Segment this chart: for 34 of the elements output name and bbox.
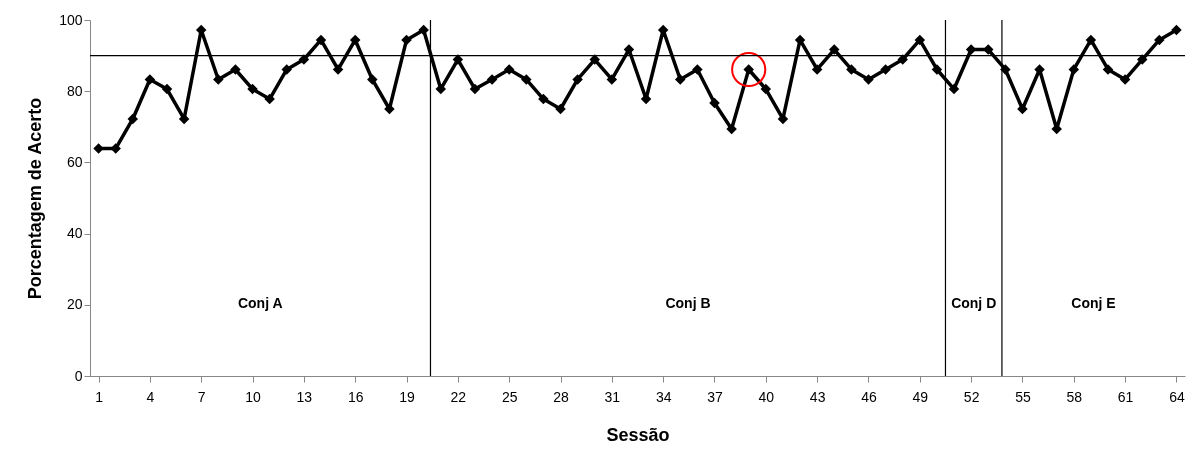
x-tick-label: 7: [197, 388, 206, 405]
x-tick-label: 1: [95, 388, 104, 405]
x-tick-label: 22: [450, 388, 467, 405]
x-tick-label: 61: [1117, 388, 1134, 405]
annotation: Conj D: [951, 295, 997, 311]
x-tick-label: 34: [655, 388, 672, 405]
x-tick-label: 10: [245, 388, 262, 405]
x-tick-label: 25: [501, 388, 518, 405]
annotation: Conj B: [665, 295, 711, 311]
y-axis-title: Porcentagem de Acerto: [25, 97, 46, 300]
x-tick-label: 28: [553, 388, 569, 405]
x-tick-label: 46: [861, 388, 877, 405]
y-tick-label: 100: [59, 11, 83, 28]
y-tick-label: 60: [66, 153, 83, 170]
x-tick-label: 58: [1066, 388, 1083, 405]
x-tick-label: 64: [1169, 388, 1185, 405]
y-tick-label: 80: [66, 82, 83, 99]
x-tick-label: 52: [963, 388, 980, 405]
x-tick-label: 31: [604, 388, 621, 405]
annotation: Conj A: [237, 295, 283, 311]
x-tick-label: 40: [758, 388, 775, 405]
x-tick-label: 13: [296, 388, 313, 405]
x-tick-label: 37: [707, 388, 723, 405]
x-tick-label: 49: [912, 388, 929, 405]
x-axis-title: Sessão: [606, 424, 670, 445]
y-tick-label: 40: [66, 225, 83, 242]
annotation: Conj E: [1071, 295, 1116, 311]
x-tick-label: 16: [347, 388, 364, 405]
y-tick-label: 0: [74, 367, 83, 384]
x-tick-label: 43: [809, 388, 826, 405]
x-tick-label: 4: [146, 388, 155, 405]
x-tick-label: 19: [399, 388, 416, 405]
y-tick-label: 20: [66, 296, 83, 313]
x-tick-label: 55: [1015, 388, 1031, 405]
